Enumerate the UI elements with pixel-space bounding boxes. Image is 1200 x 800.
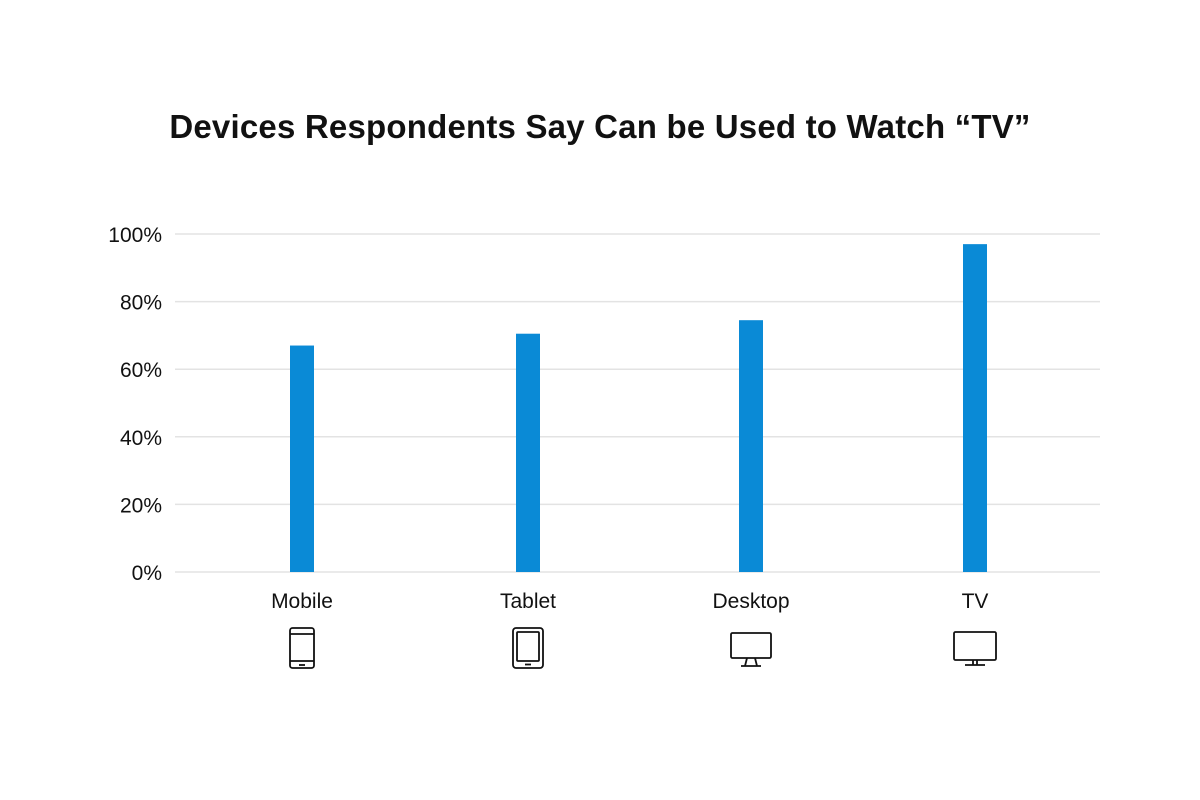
tablet-icon xyxy=(512,627,544,669)
x-category-label: Desktop xyxy=(712,590,789,613)
bar-tablet xyxy=(516,333,540,572)
bar-desktop xyxy=(739,320,763,572)
gridlines xyxy=(175,233,1100,573)
y-tick-label: 60% xyxy=(120,359,162,382)
desktop-monitor-icon xyxy=(730,632,772,667)
y-tick-label: 80% xyxy=(120,292,162,315)
y-axis-ticks: 0% 20% 40% 60% 80% 100% xyxy=(108,224,162,585)
tv-icon xyxy=(953,631,997,666)
x-axis-labels: Mobile Tablet Desktop TV xyxy=(271,590,988,613)
chart-title: Devices Respondents Say Can be Used to W… xyxy=(169,108,1031,145)
x-category-label: TV xyxy=(962,590,989,613)
bar-mobile xyxy=(290,345,314,572)
y-tick-label: 40% xyxy=(120,427,162,450)
category-icons xyxy=(289,627,997,669)
y-tick-label: 0% xyxy=(132,562,162,585)
x-category-label: Tablet xyxy=(500,590,556,613)
bar-tv xyxy=(963,244,987,572)
y-tick-label: 100% xyxy=(108,224,162,247)
mobile-phone-icon xyxy=(289,627,315,669)
bars xyxy=(290,244,987,572)
y-tick-label: 20% xyxy=(120,494,162,517)
x-category-label: Mobile xyxy=(271,590,333,613)
